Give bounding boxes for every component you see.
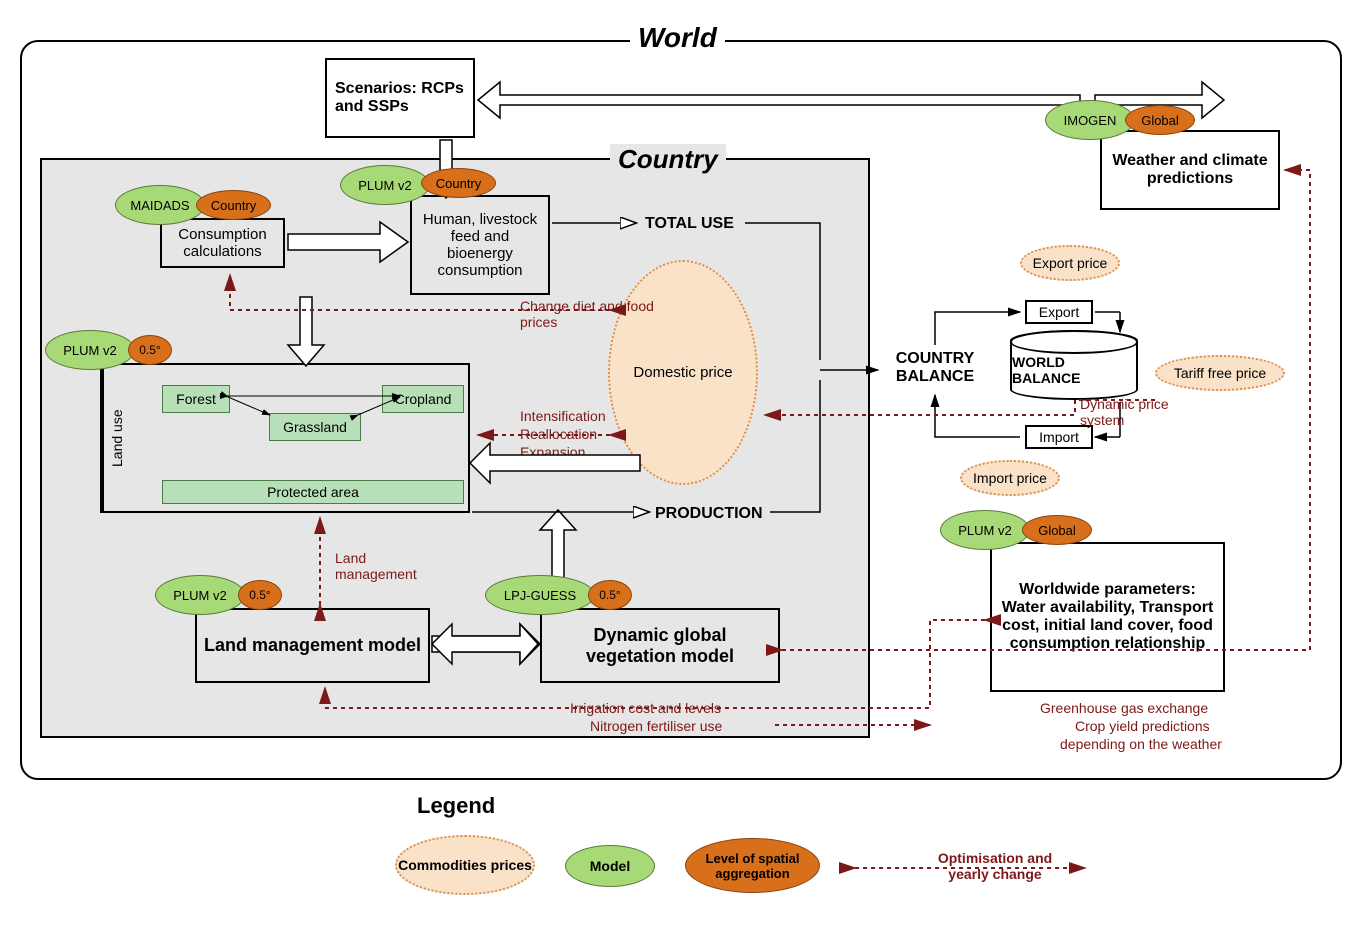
land-use-container: Land use Forest Grassland Cropland Prote… <box>100 363 470 513</box>
plum-country-level-label: Country <box>436 176 482 191</box>
import-price-label: Import price <box>973 470 1047 486</box>
land-use-vlabel: Land use <box>102 365 130 511</box>
protected-box: Protected area <box>162 480 464 504</box>
intens-text: Intensification <box>520 408 606 424</box>
production-label: PRODUCTION <box>655 505 763 523</box>
lpj-badge: LPJ-GUESS <box>485 575 595 615</box>
worldwide-params-box: Worldwide parameters: Water availability… <box>990 542 1225 692</box>
protected-label: Protected area <box>267 484 359 500</box>
legend-optim-text: Optimisation and yearly change <box>920 850 1070 882</box>
diagram-canvas: World Country Scenarios: RCPs and SSPs I… <box>0 0 1362 941</box>
worldwide-params-label: Worldwide parameters: Water availability… <box>996 581 1219 653</box>
plum-country-level: Country <box>421 168 496 198</box>
legend-level: Level of spatial aggregation <box>685 838 820 893</box>
veg-model-label: Dynamic global vegetation model <box>546 625 774 667</box>
cropland-label: Cropland <box>395 391 452 407</box>
human-feed-label: Human, livestock feed and bioenergy cons… <box>416 211 544 279</box>
plum-landuse-level-label: 0.5° <box>139 343 160 357</box>
legend-level-label: Level of spatial aggregation <box>686 851 819 881</box>
land-mgmt-ann-text: Land management <box>335 550 435 582</box>
domestic-price-ellipse: Domestic price <box>608 260 758 485</box>
export-price-ellipse: Export price <box>1020 245 1120 281</box>
maidads-level-label: Country <box>211 198 257 213</box>
nitrogen-text: Nitrogen fertiliser use <box>590 718 722 734</box>
grassland-box: Grassland <box>269 413 361 441</box>
cropland-box: Cropland <box>382 385 464 413</box>
forest-box: Forest <box>162 385 230 413</box>
change-diet-line: Change diet and food prices <box>520 298 654 330</box>
legend-model-label: Model <box>590 858 630 874</box>
export-price-label: Export price <box>1033 255 1108 271</box>
ghg1-text: Greenhouse gas exchange <box>1040 700 1208 716</box>
plum-lmm-level-label: 0.5° <box>249 588 270 602</box>
import-label: Import <box>1039 429 1079 445</box>
plum-lmm-label: PLUM v2 <box>173 588 226 603</box>
human-feed-box: Human, livestock feed and bioenergy cons… <box>410 195 550 295</box>
weather-label: Weather and climate predictions <box>1106 152 1274 188</box>
import-box: Import <box>1025 425 1093 449</box>
imogen-badge: IMOGEN <box>1045 100 1135 140</box>
consumption-calc-box: Consumption calculations <box>160 218 285 268</box>
ghg3-text: depending on the weather <box>1060 736 1222 752</box>
plum-ww-badge: PLUM v2 <box>940 510 1030 550</box>
plum-country-badge: PLUM v2 <box>340 165 430 205</box>
scenarios-label: Scenarios: RCPs and SSPs <box>335 80 469 116</box>
lpj-level: 0.5° <box>588 580 632 610</box>
lpj-level-label: 0.5° <box>599 588 620 602</box>
world-title: World <box>630 22 725 54</box>
weather-box: Weather and climate predictions <box>1100 130 1280 210</box>
imogen-label: IMOGEN <box>1064 113 1117 128</box>
dynamic-price-text: Dynamic price system <box>1080 396 1190 428</box>
lpj-label: LPJ-GUESS <box>504 588 576 603</box>
imogen-level-label: Global <box>1141 113 1179 128</box>
plum-ww-level-label: Global <box>1038 523 1076 538</box>
land-mgmt-label: Land management model <box>204 635 421 656</box>
world-balance-label: WORLD BALANCE <box>1012 354 1136 386</box>
realloc-text: Reallocation <box>520 426 597 442</box>
maidads-label: MAIDADS <box>130 198 189 213</box>
legend-model: Model <box>565 845 655 887</box>
domestic-price-label: Domestic price <box>633 364 732 381</box>
export-box: Export <box>1025 300 1093 324</box>
total-use-label: TOTAL USE <box>645 215 734 233</box>
maidads-level: Country <box>196 190 271 220</box>
ghg2-text: Crop yield predictions <box>1075 718 1210 734</box>
plum-country-label: PLUM v2 <box>358 178 411 193</box>
maidads-badge: MAIDADS <box>115 185 205 225</box>
forest-label: Forest <box>176 391 216 407</box>
plum-landuse-label: PLUM v2 <box>63 343 116 358</box>
tariff-free-ellipse: Tariff free price <box>1155 355 1285 391</box>
plum-landuse-badge: PLUM v2 <box>45 330 135 370</box>
legend-title: Legend <box>417 793 495 819</box>
plum-lmm-badge: PLUM v2 <box>155 575 245 615</box>
veg-model-box: Dynamic global vegetation model <box>540 608 780 683</box>
imogen-level: Global <box>1125 105 1195 135</box>
plum-ww-label: PLUM v2 <box>958 523 1011 538</box>
tariff-free-label: Tariff free price <box>1174 365 1266 381</box>
change-diet-text: Change diet and food prices <box>520 298 660 330</box>
export-label: Export <box>1039 304 1079 320</box>
plum-landuse-level: 0.5° <box>128 335 172 365</box>
plum-ww-level: Global <box>1022 515 1092 545</box>
legend-commodities: Commodities prices <box>395 835 535 895</box>
irrigation-text: Irrigation cost and levels <box>570 700 721 716</box>
scenarios-box: Scenarios: RCPs and SSPs <box>325 58 475 138</box>
world-balance-cylinder: WORLD BALANCE <box>1010 330 1138 400</box>
consumption-calc-label: Consumption calculations <box>166 226 279 260</box>
country-balance-label: COUNTRY BALANCE <box>885 350 985 386</box>
expan-text: Expansion <box>520 444 585 460</box>
plum-lmm-level: 0.5° <box>238 580 282 610</box>
legend-commodities-label: Commodities prices <box>398 857 532 873</box>
country-title: Country <box>610 144 726 175</box>
grassland-label: Grassland <box>283 419 347 435</box>
import-price-ellipse: Import price <box>960 460 1060 496</box>
land-mgmt-box: Land management model <box>195 608 430 683</box>
